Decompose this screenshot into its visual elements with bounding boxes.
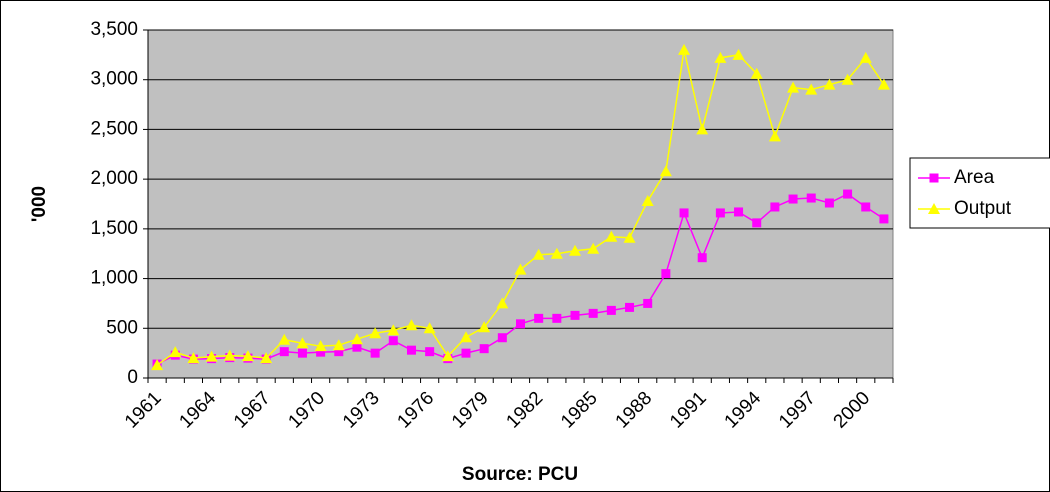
data-point bbox=[752, 218, 762, 228]
y-tick-label: 3,000 bbox=[90, 69, 138, 90]
data-point bbox=[169, 346, 182, 358]
data-point bbox=[405, 319, 418, 331]
data-point bbox=[770, 202, 780, 212]
data-point bbox=[296, 337, 309, 349]
data-point bbox=[879, 214, 889, 224]
data-point bbox=[623, 231, 636, 243]
data-point bbox=[552, 313, 562, 323]
data-point bbox=[606, 305, 616, 315]
y-axis-label: '000 bbox=[29, 186, 50, 222]
data-point bbox=[929, 173, 939, 183]
data-point bbox=[479, 344, 489, 354]
data-point bbox=[425, 347, 435, 357]
y-tick-label: 2,500 bbox=[90, 118, 138, 139]
data-point bbox=[388, 336, 398, 346]
data-point bbox=[352, 342, 362, 352]
data-point bbox=[387, 324, 400, 336]
legend-box bbox=[909, 157, 1050, 229]
data-point bbox=[370, 348, 380, 358]
data-point bbox=[205, 350, 218, 362]
data-point bbox=[823, 78, 836, 90]
y-tick-label: 3,500 bbox=[90, 19, 138, 40]
data-point bbox=[459, 331, 472, 343]
y-tick-label: 1,000 bbox=[90, 268, 138, 289]
data-point bbox=[332, 339, 345, 351]
data-point bbox=[659, 165, 672, 177]
data-point bbox=[625, 302, 635, 312]
data-point bbox=[151, 359, 164, 371]
data-point bbox=[843, 189, 853, 199]
data-point bbox=[928, 203, 940, 214]
data-point bbox=[497, 333, 507, 343]
y-tick-label: 500 bbox=[106, 317, 138, 338]
y-tick-label: 2,000 bbox=[90, 168, 138, 189]
legend-label: Area bbox=[954, 167, 995, 188]
data-point bbox=[478, 321, 491, 333]
data-point bbox=[223, 349, 236, 361]
data-point bbox=[678, 43, 691, 55]
data-point bbox=[279, 347, 289, 357]
data-point bbox=[241, 350, 254, 362]
data-point bbox=[787, 81, 800, 93]
data-point bbox=[423, 322, 436, 334]
data-point bbox=[516, 319, 525, 329]
data-point bbox=[806, 193, 816, 203]
data-point bbox=[824, 198, 834, 208]
legend-label: Output bbox=[954, 198, 1012, 219]
data-point bbox=[788, 194, 798, 204]
data-point bbox=[496, 297, 509, 309]
data-point bbox=[532, 248, 545, 260]
data-point bbox=[841, 73, 854, 85]
data-point bbox=[550, 247, 563, 259]
data-point bbox=[641, 195, 654, 207]
data-point bbox=[605, 230, 618, 242]
data-point bbox=[750, 67, 763, 79]
data-point bbox=[734, 207, 744, 217]
data-point bbox=[514, 263, 527, 275]
data-point bbox=[369, 327, 382, 339]
data-point bbox=[861, 202, 871, 212]
data-point bbox=[768, 130, 781, 142]
data-point bbox=[643, 298, 653, 308]
x-axis-label: Source: PCU bbox=[462, 464, 578, 485]
data-point bbox=[679, 208, 689, 218]
data-point bbox=[697, 253, 707, 263]
data-point bbox=[406, 345, 416, 355]
data-point bbox=[805, 83, 818, 95]
data-point bbox=[297, 348, 307, 358]
data-point bbox=[715, 208, 725, 218]
data-point bbox=[877, 78, 890, 90]
data-point bbox=[661, 269, 671, 279]
y-tick-label: 1,500 bbox=[90, 218, 138, 239]
data-point bbox=[534, 313, 544, 323]
data-point bbox=[570, 310, 580, 320]
data-point bbox=[314, 340, 327, 352]
data-point bbox=[461, 348, 471, 358]
data-point bbox=[569, 244, 582, 256]
data-point bbox=[859, 51, 872, 63]
y-tick-label: 0 bbox=[127, 367, 138, 388]
data-point bbox=[714, 51, 727, 63]
data-point bbox=[260, 352, 273, 364]
data-point bbox=[696, 123, 709, 135]
data-point bbox=[316, 347, 326, 357]
data-point bbox=[588, 308, 598, 318]
data-point bbox=[587, 242, 600, 254]
data-point bbox=[441, 350, 454, 362]
data-point bbox=[187, 352, 200, 364]
data-point bbox=[350, 333, 363, 345]
data-point bbox=[334, 347, 344, 357]
data-point bbox=[732, 48, 745, 60]
data-point bbox=[278, 333, 291, 345]
